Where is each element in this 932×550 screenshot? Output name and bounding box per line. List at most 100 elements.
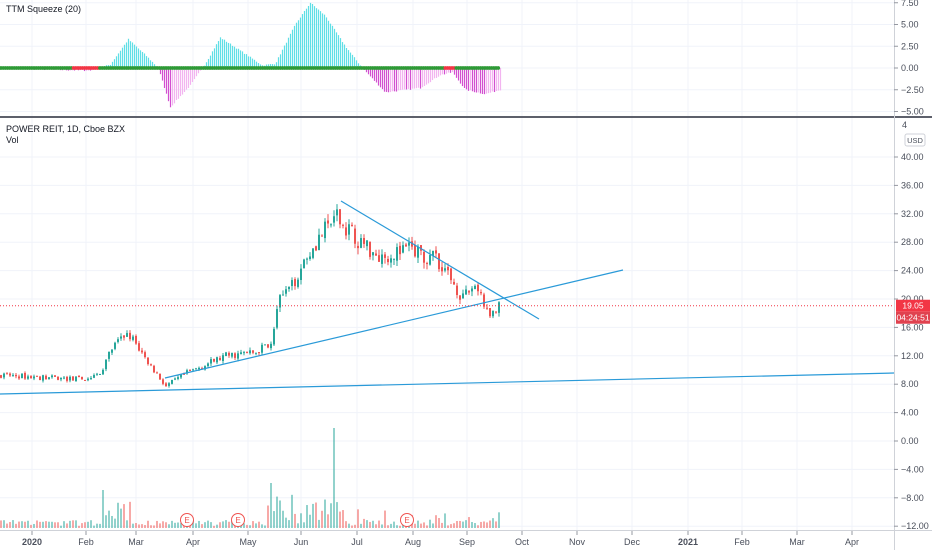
volume-bar bbox=[255, 523, 257, 528]
volume-bar bbox=[471, 522, 473, 528]
last-price-badge bbox=[896, 299, 930, 312]
volume-bar bbox=[327, 514, 329, 528]
volume-bar bbox=[219, 522, 221, 528]
earnings-marker bbox=[400, 513, 414, 527]
main-legend-title[interactable]: POWER REIT, 1D, Cboe BZX bbox=[6, 124, 125, 134]
earnings-marker-label: E bbox=[235, 516, 240, 525]
price-pane[interactable]: E E E POWER REIT, 1D, Cboe BZX Vol bbox=[0, 118, 895, 530]
volume-bar bbox=[114, 518, 116, 528]
indicator-scale-ticks: 7.50 5.00 2.50 0.00 −2.50 −5.00 bbox=[894, 0, 924, 117]
volume-bar bbox=[288, 520, 290, 528]
candle-body bbox=[270, 343, 272, 349]
candle-body bbox=[225, 352, 227, 357]
currency-label: USD bbox=[907, 136, 923, 145]
volume-bar bbox=[420, 523, 422, 528]
candle-body bbox=[456, 285, 458, 296]
volume-bar bbox=[60, 525, 62, 528]
trendlines[interactable] bbox=[0, 200, 895, 395]
price-tick-label: 8.00 bbox=[901, 379, 919, 389]
candle-body bbox=[66, 376, 68, 381]
time-scale[interactable]: 2020 Feb Mar Apr May Jun Jul Aug Sep Oct Nov Dec 202… bbox=[0, 530, 932, 548]
pane-separator[interactable] bbox=[0, 116, 932, 118]
candle-body bbox=[90, 377, 92, 379]
volume-bar bbox=[78, 525, 80, 528]
volume-bar bbox=[201, 524, 203, 528]
time-tick-label: Jul bbox=[351, 537, 363, 547]
volume-bar bbox=[285, 517, 287, 528]
candle-body bbox=[111, 349, 113, 353]
volume-bar bbox=[441, 522, 443, 528]
candle-body bbox=[141, 350, 143, 353]
time-tick-label: Apr bbox=[186, 537, 200, 547]
volume-bar bbox=[465, 520, 467, 528]
volume-bar bbox=[276, 496, 278, 528]
indicator-tick-label: −5.00 bbox=[901, 107, 924, 117]
earnings-marker bbox=[180, 513, 194, 527]
volume-bar bbox=[345, 521, 347, 528]
time-tick-label: Oct bbox=[515, 537, 530, 547]
candle-body bbox=[279, 295, 281, 308]
candle-body bbox=[285, 289, 287, 294]
candle-body bbox=[351, 224, 353, 227]
volume-bar bbox=[51, 521, 53, 528]
volume-bar bbox=[444, 513, 446, 528]
volume-bar bbox=[324, 499, 326, 528]
candle-body bbox=[222, 355, 224, 361]
volume-bar bbox=[393, 521, 395, 528]
volume-bar bbox=[21, 521, 23, 528]
volume-bar bbox=[153, 525, 155, 528]
candle-body bbox=[372, 252, 374, 256]
price-tick-label: 16.00 bbox=[901, 322, 924, 332]
volume-bar bbox=[126, 520, 128, 528]
candle-body bbox=[120, 336, 122, 339]
candle-body bbox=[375, 253, 377, 256]
volume-bar bbox=[105, 515, 107, 528]
candle-body bbox=[72, 376, 74, 381]
candle-body bbox=[255, 352, 257, 354]
candle-body bbox=[9, 373, 11, 376]
candle-body bbox=[36, 375, 38, 377]
volume-bar bbox=[174, 522, 176, 528]
candle-body bbox=[384, 254, 386, 258]
volume-legend-label[interactable]: Vol bbox=[6, 135, 19, 145]
volume-bar bbox=[282, 510, 284, 528]
volume-bar bbox=[396, 525, 398, 528]
currency-badge[interactable]: USD bbox=[904, 133, 926, 147]
candle-body bbox=[303, 259, 305, 269]
volume-bar bbox=[270, 483, 272, 528]
volume-bar bbox=[342, 510, 344, 528]
candle-body bbox=[126, 333, 128, 337]
volume-bar bbox=[123, 504, 125, 528]
candle-body bbox=[132, 336, 134, 340]
volume-bar bbox=[84, 522, 86, 528]
candle-body bbox=[204, 366, 206, 370]
candle-body bbox=[108, 351, 110, 359]
candle-body bbox=[342, 224, 344, 226]
volume-bar bbox=[102, 490, 104, 528]
price-scale[interactable]: 7.505.002.500.00−2.50−5.00 40.0036.0032.… bbox=[894, 0, 930, 550]
candle-body bbox=[0, 375, 2, 378]
candle-body bbox=[483, 294, 485, 307]
volume-bar bbox=[468, 517, 470, 528]
volume-bar bbox=[177, 522, 179, 528]
indicator-pane[interactable]: TTM Squeeze (20) bbox=[0, 0, 894, 116]
volume-bar bbox=[357, 509, 359, 528]
candle-body bbox=[438, 253, 440, 270]
volume-bar bbox=[129, 501, 131, 528]
volume-bar bbox=[39, 521, 41, 528]
volume-bar bbox=[150, 525, 152, 528]
volume-bar bbox=[135, 523, 137, 528]
candle-body bbox=[240, 352, 242, 355]
volume-bar bbox=[156, 520, 158, 528]
volume-bar bbox=[330, 503, 332, 528]
indicator-legend-title[interactable]: TTM Squeeze (20) bbox=[6, 4, 81, 14]
candle-body bbox=[399, 245, 401, 255]
volume-bar bbox=[258, 521, 260, 528]
candle-body bbox=[339, 209, 341, 225]
candle-body bbox=[81, 376, 83, 380]
candle-body bbox=[93, 374, 95, 378]
candle-body bbox=[138, 343, 140, 351]
candle-body bbox=[15, 374, 17, 377]
